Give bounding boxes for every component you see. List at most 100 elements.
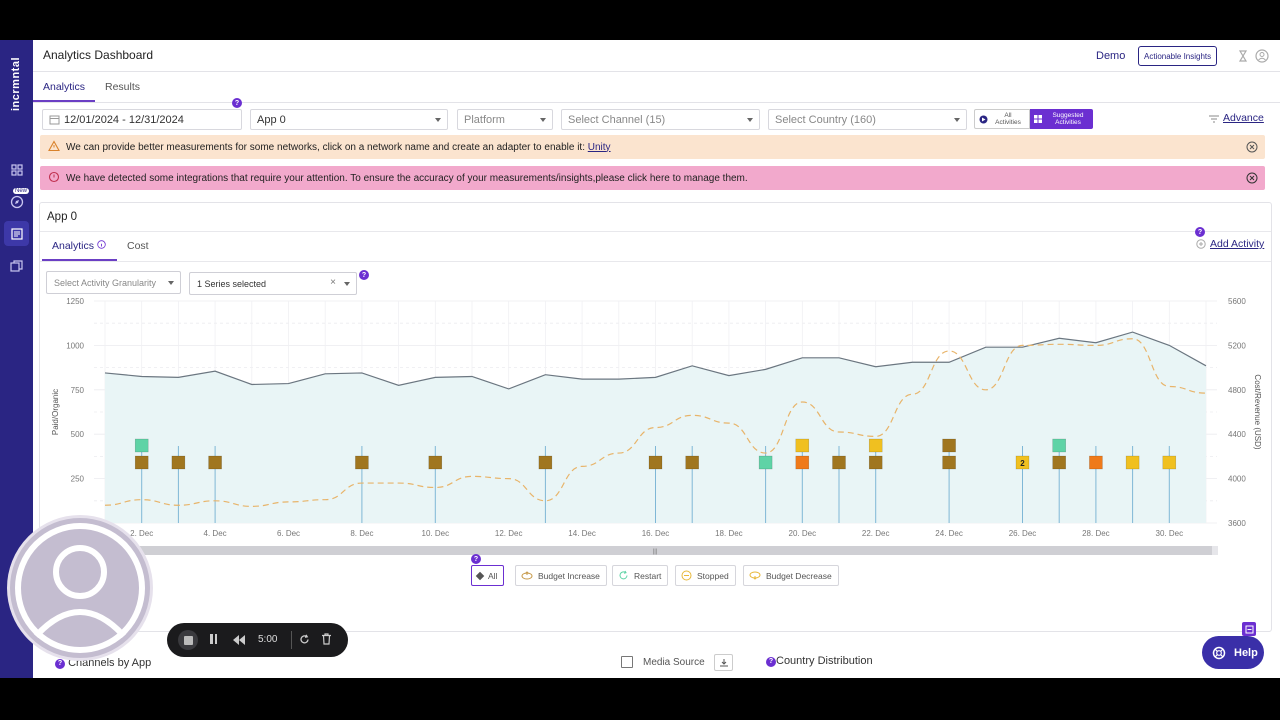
legend-restart[interactable]: Restart	[612, 565, 669, 586]
activity-marker-budget-increase[interactable]	[868, 455, 883, 470]
activity-marker-budget-increase[interactable]	[134, 455, 149, 470]
activity-marker-budget-increase[interactable]	[942, 455, 956, 470]
scrollbar-thumb[interactable]	[97, 546, 1212, 555]
plus-circle-icon[interactable]	[1196, 239, 1206, 249]
legend-all-label: All	[488, 570, 498, 581]
integrations-icon[interactable]	[8, 258, 25, 275]
dashboard-icon[interactable]	[8, 161, 25, 178]
granularity-select[interactable]: Select Activity Granularity	[46, 271, 181, 294]
help-icon[interactable]: ?	[766, 656, 776, 667]
activity-marker-budget-increase[interactable]	[355, 455, 369, 470]
add-activity-link[interactable]: Add Activity	[1210, 238, 1265, 250]
analytics-icon[interactable]	[4, 221, 29, 246]
toggle-suggested-label: Suggested Activities	[1052, 112, 1084, 126]
account-name[interactable]: Demo	[1096, 50, 1126, 62]
activity-marker-budget-increase[interactable]	[648, 455, 663, 470]
unity-link[interactable]: Unity	[587, 141, 611, 153]
media-source-checkbox[interactable]	[621, 656, 633, 668]
activity-marker-budget-increase[interactable]	[428, 455, 443, 470]
activity-icon	[979, 115, 988, 123]
activity-marker-budget-increase[interactable]	[1052, 455, 1066, 470]
tab-panel-cost[interactable]: Cost	[127, 240, 149, 252]
legend-budget-decrease[interactable]: Budget Decrease	[743, 565, 839, 586]
help-button[interactable]: Help	[1202, 636, 1264, 669]
activity-marker-budget-increase[interactable]	[685, 455, 699, 470]
activity-marker-stopped[interactable]	[795, 438, 810, 453]
error-message[interactable]: We have detected some integrations that …	[66, 172, 748, 184]
error-icon	[48, 171, 60, 183]
toggle-suggested-activities[interactable]: Suggested Activities	[1030, 109, 1093, 129]
active-tab-indicator	[42, 259, 117, 261]
activity-marker-stopped[interactable]	[1015, 455, 1030, 470]
chevron-down-icon	[747, 118, 753, 122]
help-icon[interactable]: ?	[55, 658, 65, 669]
legend-all[interactable]: All	[471, 565, 505, 586]
chat-widget-icon[interactable]	[1242, 622, 1256, 636]
help-icon[interactable]: ?	[359, 270, 369, 280]
y2-axis-ticks: 3600 4000 4400 4800 5200 5600	[1228, 297, 1246, 528]
x-tick-label: 2. Dec	[130, 529, 153, 538]
y2-tick-label: 5600	[1228, 297, 1246, 306]
channel-select-value: Select Channel (15)	[568, 113, 666, 126]
activity-marker-budget-increase[interactable]	[171, 455, 186, 470]
rewind-icon[interactable]	[233, 635, 245, 645]
legend-stopped[interactable]: Stopped	[675, 565, 736, 586]
close-icon[interactable]	[1246, 172, 1258, 184]
activity-marker-stopped[interactable]	[868, 438, 883, 453]
hourglass-icon[interactable]	[1236, 49, 1250, 63]
stop-icon	[183, 635, 193, 645]
activity-marker-budget-increase[interactable]	[832, 455, 846, 470]
activity-marker-budget-increase[interactable]	[208, 455, 222, 470]
y2-tick-label: 4400	[1228, 430, 1246, 439]
page-title: Analytics Dashboard	[43, 48, 154, 62]
x-tick-label: 30. Dec	[1156, 529, 1184, 538]
integration-error-alert[interactable]: We have detected some integrations that …	[40, 166, 1265, 190]
activity-marker-budget-decrease[interactable]	[1089, 455, 1103, 470]
chevron-down-icon	[344, 282, 350, 286]
user-circle-icon[interactable]	[1255, 49, 1269, 63]
help-icon[interactable]: ?	[232, 98, 242, 108]
activity-marker-restart[interactable]	[134, 438, 149, 453]
help-icon[interactable]: ?	[1195, 227, 1205, 237]
legend-restart-label: Restart	[634, 570, 662, 581]
y-tick-label: 1000	[66, 341, 84, 350]
platform-select[interactable]: Platform	[457, 109, 553, 130]
chevron-down-icon	[954, 118, 960, 122]
brand-logo: incrmntal	[10, 57, 22, 112]
actionable-insights-button[interactable]: Actionable Insights	[1138, 46, 1218, 66]
close-icon[interactable]	[1246, 141, 1258, 153]
download-button[interactable]	[714, 654, 733, 671]
pause-icon[interactable]	[210, 634, 217, 644]
y2-tick-label: 4800	[1228, 386, 1246, 395]
advance-filters-link[interactable]: Advance	[1223, 112, 1264, 124]
activity-marker-stopped[interactable]	[1125, 455, 1140, 470]
stop-button[interactable]	[178, 630, 198, 650]
restart-recording-icon[interactable]	[299, 634, 310, 645]
compass-icon[interactable]	[8, 193, 25, 210]
x-tick-label: 20. Dec	[789, 529, 817, 538]
country-distribution-title: ? Country Distribution	[766, 655, 873, 668]
activity-marker-stopped[interactable]	[1162, 455, 1177, 470]
activity-marker-budget-increase[interactable]	[538, 455, 553, 470]
tab-panel-analytics[interactable]: Analytics	[52, 240, 106, 252]
legend-budget-increase[interactable]: Budget Increase	[515, 565, 607, 586]
toggle-all-activities[interactable]: All Activities	[974, 109, 1030, 129]
lifebuoy-icon	[1212, 646, 1226, 659]
activity-marker-budget-increase[interactable]	[942, 438, 956, 453]
help-icon[interactable]: ?	[471, 554, 481, 564]
activity-marker-budget-decrease[interactable]	[795, 455, 810, 470]
active-tab-indicator	[33, 100, 95, 102]
clear-icon[interactable]: ×	[330, 277, 336, 288]
app-select[interactable]: App 0	[250, 109, 448, 130]
country-select[interactable]: Select Country (160)	[768, 109, 967, 130]
date-range-picker[interactable]: 12/01/2024 - 12/31/2024	[42, 109, 242, 130]
series-select[interactable]: 1 Series selected ×	[189, 272, 357, 295]
y-tick-label: 1250	[66, 297, 84, 306]
activity-marker-restart[interactable]	[1052, 438, 1066, 453]
tab-results[interactable]: Results	[105, 81, 141, 93]
channel-select[interactable]: Select Channel (15)	[561, 109, 760, 130]
country-select-value: Select Country (160)	[775, 113, 876, 126]
tab-analytics[interactable]: Analytics	[43, 81, 86, 93]
activity-marker-restart[interactable]	[758, 455, 773, 470]
trash-icon[interactable]	[321, 633, 332, 645]
